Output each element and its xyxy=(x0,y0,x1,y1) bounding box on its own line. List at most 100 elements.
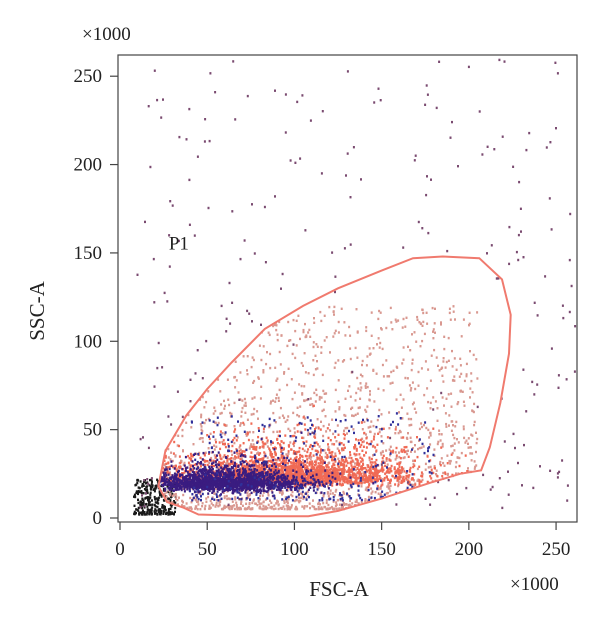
scatter-point xyxy=(229,505,232,508)
scatter-point xyxy=(326,472,329,475)
scatter-point xyxy=(370,466,373,469)
scatter-point xyxy=(275,475,278,479)
scatter-point xyxy=(312,467,315,471)
scatter-point xyxy=(408,481,411,484)
scatter-point xyxy=(219,500,222,504)
scatter-point xyxy=(188,471,191,474)
scatter-point xyxy=(411,403,414,406)
scatter-point xyxy=(235,448,238,451)
scatter-point xyxy=(386,478,389,481)
scatter-point xyxy=(472,353,475,357)
scatter-point xyxy=(470,433,473,436)
scatter-points xyxy=(133,58,577,516)
scatter-point xyxy=(280,450,283,454)
scatter-point xyxy=(341,478,344,481)
scatter-point xyxy=(219,447,222,451)
scatter-point xyxy=(290,448,293,451)
scatter-point xyxy=(261,494,264,497)
scatter-point xyxy=(456,402,459,406)
scatter-point xyxy=(160,493,163,496)
scatter-point xyxy=(146,511,149,514)
scatter-point xyxy=(266,445,269,448)
scatter-point xyxy=(372,467,375,471)
scatter-point xyxy=(280,334,283,337)
scatter-point xyxy=(156,512,159,515)
scatter-point xyxy=(214,505,217,508)
scatter-point xyxy=(170,484,172,488)
scatter-point xyxy=(253,467,256,471)
scatter-point xyxy=(214,456,217,459)
scatter-point xyxy=(415,411,418,414)
scatter-point xyxy=(405,436,408,440)
scatter-point xyxy=(260,385,263,388)
scatter-point xyxy=(253,396,256,399)
scatter-point xyxy=(329,351,331,354)
scatter-point xyxy=(239,454,242,458)
scatter-point xyxy=(319,503,321,506)
scatter-point xyxy=(137,498,139,501)
scatter-point xyxy=(441,445,444,448)
scatter-point xyxy=(213,421,216,424)
scatter-point xyxy=(298,466,301,469)
scatter-point xyxy=(407,417,410,421)
scatter-point xyxy=(258,453,260,456)
scatter-point xyxy=(265,476,268,480)
scatter-point xyxy=(220,462,223,465)
scatter-point xyxy=(376,418,379,422)
scatter-point xyxy=(341,447,343,450)
scatter-point xyxy=(196,500,198,503)
scatter-point xyxy=(391,451,394,454)
scatter-point xyxy=(359,445,362,449)
scatter-point xyxy=(150,488,153,491)
scatter-point xyxy=(188,487,191,490)
scatter-point xyxy=(411,358,414,361)
scatter-point xyxy=(303,449,306,452)
scatter-point xyxy=(234,386,237,389)
scatter-point xyxy=(165,512,167,516)
scatter-point xyxy=(154,497,157,501)
scatter-point xyxy=(410,368,413,372)
scatter-point xyxy=(163,474,166,477)
scatter-point xyxy=(313,469,316,472)
scatter-point xyxy=(464,454,467,457)
scatter-point xyxy=(423,393,426,397)
scatter-point xyxy=(429,431,432,435)
scatter-point xyxy=(472,410,475,414)
scatter-point xyxy=(349,482,352,485)
scatter-point xyxy=(301,436,304,439)
scatter-point xyxy=(340,458,343,461)
scatter-point xyxy=(304,428,307,431)
scatter-point xyxy=(386,436,389,439)
scatter-point xyxy=(365,437,368,440)
scatter-point xyxy=(214,460,217,463)
scatter-point xyxy=(374,446,377,449)
scatter-point xyxy=(179,461,182,465)
scatter-point xyxy=(354,476,357,480)
scatter-point xyxy=(398,411,400,414)
scatter-point xyxy=(349,461,352,465)
scatter-point xyxy=(224,404,226,408)
scatter-point xyxy=(150,510,152,513)
scatter-point xyxy=(318,398,321,401)
scatter-point xyxy=(293,444,295,448)
scatter-point xyxy=(278,388,281,392)
scatter-point xyxy=(150,507,153,511)
scatter-point xyxy=(257,376,260,379)
scatter-point xyxy=(284,472,287,475)
scatter-point xyxy=(242,421,245,425)
scatter-point xyxy=(201,505,204,508)
scatter-point xyxy=(275,393,278,396)
scatter-point xyxy=(306,494,309,498)
scatter-point xyxy=(355,474,358,478)
scatter-point xyxy=(372,369,375,372)
scatter-point xyxy=(392,369,395,372)
scatter-point xyxy=(146,491,149,495)
scatter-point xyxy=(312,466,315,469)
scatter-point xyxy=(168,513,171,516)
scatter-point xyxy=(272,324,275,328)
scatter-point xyxy=(133,510,136,514)
scatter-point xyxy=(183,461,186,465)
scatter-point xyxy=(294,468,297,471)
scatter-point xyxy=(281,493,283,496)
scatter-point xyxy=(173,501,176,505)
